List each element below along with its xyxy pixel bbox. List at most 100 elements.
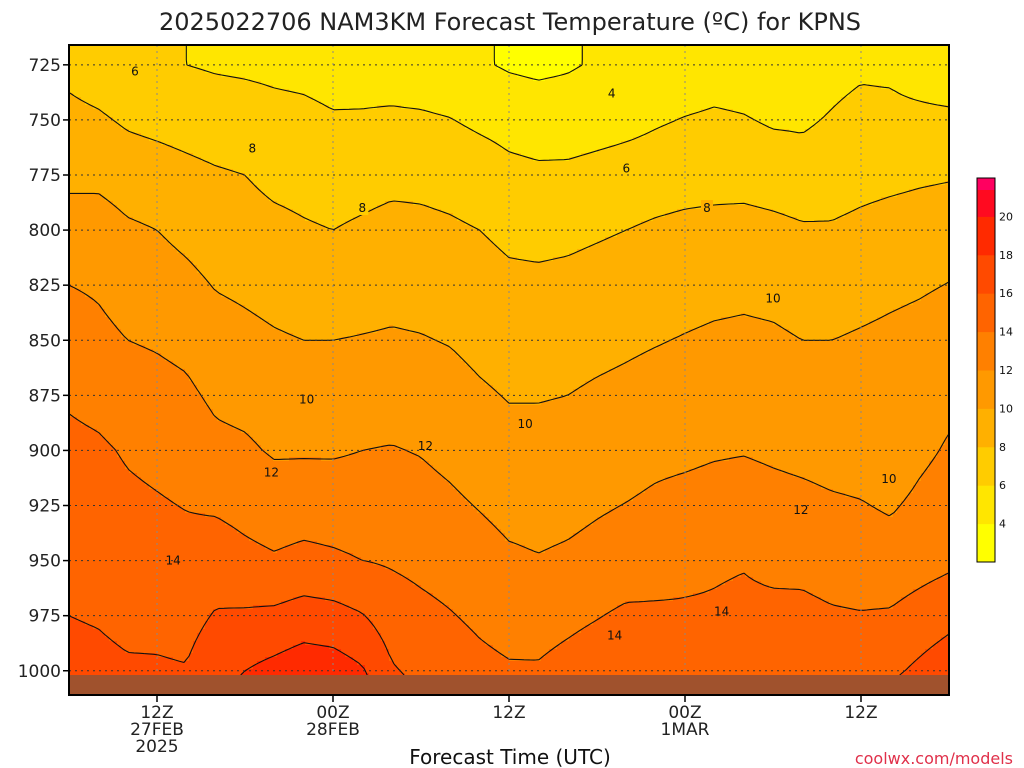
temperature-cell (97, 405, 102, 410)
temperature-cell (141, 485, 146, 490)
temperature-cell (185, 181, 190, 186)
temperature-cell (149, 393, 154, 398)
temperature-cell (193, 73, 198, 78)
temperature-cell (101, 205, 106, 210)
temperature-cell (73, 301, 78, 306)
temperature-cell (81, 125, 86, 130)
temperature-cell (97, 125, 102, 130)
temperature-cell (101, 405, 106, 410)
temperature-cell (133, 233, 138, 238)
temperature-cell (177, 113, 182, 118)
temperature-cell (97, 569, 102, 574)
temperature-cell (169, 465, 174, 470)
temperature-cell (145, 257, 150, 262)
temperature-cell (141, 289, 146, 294)
temperature-cell (177, 325, 182, 330)
temperature-cell (141, 277, 146, 282)
temperature-cell (129, 441, 134, 446)
temperature-cell (101, 97, 106, 102)
temperature-cell (149, 145, 154, 150)
temperature-cell (101, 129, 106, 134)
temperature-cell (145, 409, 150, 414)
temperature-cell (93, 605, 98, 610)
temperature-cell (137, 125, 142, 130)
temperature-cell (125, 341, 130, 346)
temperature-cell (193, 133, 198, 138)
temperature-cell (181, 285, 186, 290)
temperature-cell (125, 517, 130, 522)
temperature-cell (101, 397, 106, 402)
temperature-cell (93, 445, 98, 450)
temperature-cell (77, 261, 82, 266)
temperature-cell (185, 641, 190, 646)
temperature-cell (77, 309, 82, 314)
temperature-cell (101, 61, 106, 66)
temperature-cell (117, 341, 122, 346)
temperature-cell (137, 233, 142, 238)
temperature-cell (149, 585, 154, 590)
temperature-cell (125, 397, 130, 402)
temperature-cell (85, 69, 90, 74)
temperature-cell (97, 133, 102, 138)
temperature-cell (165, 57, 170, 62)
temperature-cell (117, 129, 122, 134)
temperature-cell (169, 113, 174, 118)
temperature-cell (73, 453, 78, 458)
temperature-cell (141, 93, 146, 98)
temperature-cell (81, 477, 86, 482)
temperature-cell (157, 341, 162, 346)
temperature-cell (145, 461, 150, 466)
temperature-cell (77, 593, 82, 598)
temperature-cell (105, 501, 110, 506)
temperature-cell (141, 105, 146, 110)
temperature-cell (125, 373, 130, 378)
temperature-cell (149, 205, 154, 210)
temperature-cell (145, 65, 150, 70)
temperature-cell (149, 313, 154, 318)
temperature-cell (137, 237, 142, 242)
temperature-cell (177, 213, 182, 218)
temperature-cell (89, 413, 94, 418)
temperature-cell (73, 641, 78, 646)
temperature-cell (121, 313, 126, 318)
temperature-cell (97, 513, 102, 518)
temperature-cell (169, 317, 174, 322)
temperature-cell (161, 165, 166, 170)
temperature-cell (169, 469, 174, 474)
temperature-cell (85, 273, 90, 278)
temperature-cell (185, 621, 190, 626)
temperature-cell (153, 401, 158, 406)
temperature-cell (177, 321, 182, 326)
temperature-cell (105, 533, 110, 538)
temperature-cell (109, 69, 114, 74)
temperature-cell (153, 365, 158, 370)
temperature-cell (93, 269, 98, 274)
temperature-cell (77, 533, 82, 538)
temperature-cell (145, 201, 150, 206)
temperature-cell (173, 533, 178, 538)
temperature-cell (73, 441, 78, 446)
temperature-cell (109, 561, 114, 566)
temperature-cell (105, 417, 110, 422)
temperature-cell (161, 509, 166, 514)
temperature-cell (89, 229, 94, 234)
temperature-cell (193, 293, 198, 298)
temperature-cell (77, 613, 82, 618)
temperature-cell (117, 517, 122, 522)
temperature-cell (109, 357, 114, 362)
temperature-cell (121, 621, 126, 626)
temperature-cell (145, 185, 150, 190)
temperature-cell (145, 169, 150, 174)
temperature-cell (93, 325, 98, 330)
temperature-cell (169, 629, 174, 634)
temperature-cell (89, 421, 94, 426)
temperature-cell (89, 317, 94, 322)
temperature-cell (137, 369, 142, 374)
temperature-cell (121, 389, 126, 394)
temperature-cell (85, 597, 90, 602)
temperature-cell (145, 317, 150, 322)
temperature-cell (77, 109, 82, 114)
temperature-cell (169, 193, 174, 198)
temperature-cell (117, 465, 122, 470)
temperature-cell (129, 401, 134, 406)
